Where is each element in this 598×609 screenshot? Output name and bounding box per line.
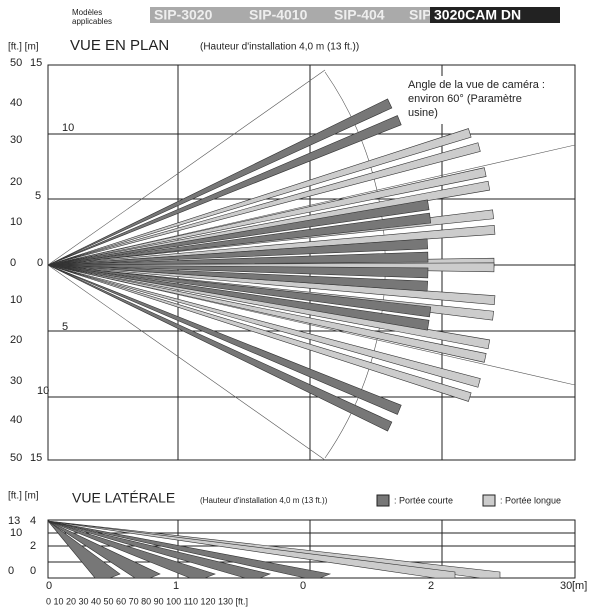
- short-range-beam: [47, 115, 402, 266]
- m-label: 30: [560, 580, 572, 592]
- m-label: [m]: [572, 580, 587, 592]
- m-label: 5: [35, 190, 41, 202]
- model-box: [150, 7, 245, 23]
- model-box: [330, 7, 405, 23]
- side-label: 13: [8, 515, 20, 527]
- model-box: [430, 7, 560, 23]
- m-label: 5: [62, 321, 68, 333]
- ft-label: 40: [10, 97, 22, 109]
- title: VUE EN PLAN: [70, 37, 169, 54]
- ft-label: 10: [10, 294, 22, 306]
- ft-label: 10: [10, 216, 22, 228]
- subtitle: (Hauteur d'installation 4,0 m (13 ft.)): [200, 496, 328, 505]
- annotation-bg: [402, 76, 574, 124]
- annotation: Angle de la vue de caméra :: [408, 79, 545, 91]
- legend-swatch: [482, 494, 496, 507]
- short-range-beam: [47, 520, 161, 579]
- ft-label: 0: [10, 257, 16, 269]
- short-range-beam: [47, 212, 432, 266]
- short-range-beam: [47, 238, 429, 266]
- short-range-beam: [47, 251, 429, 266]
- title: VUE LATÉRALE: [72, 490, 175, 506]
- annotation: environ 60° (Paramètre: [408, 93, 522, 105]
- side-label: 10: [10, 527, 22, 539]
- model-label: SIP-404: [334, 7, 385, 23]
- model-box: [245, 7, 330, 23]
- long-range-beam: [47, 264, 487, 363]
- long-range-beam: [47, 264, 472, 402]
- m-label: 0: [37, 257, 43, 269]
- model-label: SIP-3020: [154, 7, 213, 23]
- short-range-beam: [47, 98, 393, 266]
- side-label: 0: [30, 565, 36, 577]
- short-range-beam: [47, 264, 402, 415]
- m-label: 10: [62, 122, 74, 134]
- short-range-beam: [47, 264, 430, 331]
- m-label: 15: [30, 452, 42, 464]
- model-box: [405, 7, 430, 23]
- models: SIP-3020 SIP-4010 SIP-404 SIP-3020CAM DN: [150, 7, 560, 23]
- m-label: 2: [428, 580, 434, 592]
- short-range-beam: [47, 264, 432, 318]
- view-edge: [47, 264, 326, 461]
- long-range-beam: [47, 520, 456, 579]
- legend-label: : Portée courte: [394, 495, 453, 505]
- long-range-beam: [47, 142, 481, 266]
- model-label: SIP-: [409, 7, 437, 23]
- side-label: 2: [30, 540, 36, 552]
- short-range-beam: [47, 520, 332, 579]
- plan-view: Angle de la vue de caméra : environ 60° (…: [10, 57, 576, 464]
- long-range-beam: [47, 128, 472, 266]
- short-range-beam: [47, 520, 271, 579]
- short-range-beam: [47, 264, 429, 279]
- model-label: SIP-4010: [249, 7, 308, 23]
- m-label: 0: [46, 580, 52, 592]
- m-label: 1: [173, 580, 179, 592]
- ft-label: 30: [10, 375, 22, 387]
- m-label: 10: [37, 385, 49, 397]
- legend-swatch: [376, 494, 390, 507]
- view-edge: [47, 264, 576, 386]
- m-label: 15: [30, 57, 42, 69]
- side-label: 0: [8, 565, 14, 577]
- view-edge: [47, 69, 326, 266]
- side-label: 4: [30, 515, 36, 527]
- short-range-beam: [47, 264, 429, 292]
- long-range-beam: [47, 167, 487, 266]
- ft-label: 50: [10, 452, 22, 464]
- caption: Modèles: [72, 8, 102, 17]
- short-range-beam: [47, 264, 393, 432]
- long-range-beam: [47, 264, 481, 388]
- units: [ft.] [m]: [8, 42, 39, 53]
- legend-label: : Portée longue: [500, 495, 561, 505]
- ft-label: 30: [10, 134, 22, 146]
- subtitle: (Hauteur d'installation 4,0 m (13 ft.)): [200, 42, 359, 53]
- ft-label: 20: [10, 334, 22, 346]
- ft-label: 20: [10, 176, 22, 188]
- short-range-beam: [47, 199, 430, 266]
- ft-scale: 0 10 20 30 40 50 60 70 80 90 100 110 120…: [46, 596, 248, 606]
- units: [ft.] [m]: [8, 491, 39, 502]
- short-range-beam: [47, 520, 216, 579]
- frame: [47, 64, 576, 461]
- annotation: usine): [408, 107, 438, 119]
- model-label: 3020CAM DN: [434, 7, 521, 23]
- ft-label: 40: [10, 414, 22, 426]
- view-edge: [47, 144, 576, 266]
- short-range-beam: [47, 520, 121, 579]
- m-label: 0: [300, 580, 306, 592]
- caption: applicables: [72, 17, 112, 26]
- ft-label: 50: [10, 57, 22, 69]
